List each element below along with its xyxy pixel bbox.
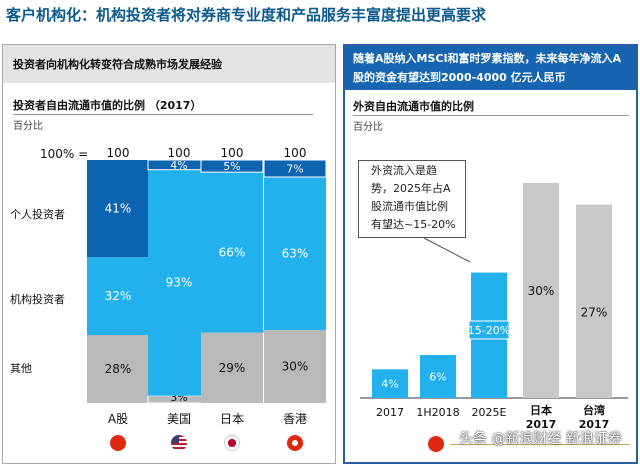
- data-label-taiwan-2017: 27%: [581, 306, 608, 320]
- bar-hongkong-segment-2: [263, 159, 327, 178]
- right-chart-title: 外资自由流通市值的比例: [353, 100, 474, 113]
- total-value-japan: 100: [221, 146, 244, 160]
- category-label-a-shares: A股: [108, 412, 128, 426]
- data-label-a-shares-0: 28%: [105, 362, 132, 376]
- data-label-2017: 4%: [381, 378, 398, 391]
- data-label-japan-0: 29%: [219, 361, 246, 375]
- callout-pointer: [423, 237, 471, 263]
- callout-box: [358, 160, 466, 238]
- data-label-usa-2: 4%: [170, 159, 187, 172]
- callout-line-1: 外资流入是趋: [371, 164, 437, 177]
- china-flag: [110, 435, 126, 451]
- bar-1h2018: [420, 355, 456, 398]
- data-label-2025e: 15-20%: [468, 324, 510, 337]
- bar-a-shares-segment-1: [87, 257, 149, 335]
- total-value-a-shares: 100: [107, 146, 130, 160]
- category-label-taiwan-2017-line1: 台湾: [583, 403, 605, 417]
- category-label-japan-2017-line1: 日本: [530, 403, 552, 417]
- data-label-1h2018: 6%: [429, 371, 446, 384]
- callout-line-3: 股流通市值比例: [371, 200, 448, 213]
- data-label-japan-1: 66%: [219, 245, 246, 259]
- data-label-a-shares-1: 32%: [105, 289, 132, 303]
- callout-line-2: 势，2025年占A: [371, 182, 451, 195]
- right-footer-line: [450, 444, 630, 445]
- data-label-hongkong-1: 63%: [282, 247, 309, 261]
- data-label-usa-1: 93%: [166, 276, 193, 290]
- total-label: 100% =: [40, 147, 89, 161]
- bar-japan-segment-2: [200, 159, 264, 173]
- data-label-japan-2017: 30%: [528, 284, 555, 298]
- bar-japan-segment-0: [201, 332, 263, 403]
- japan-flag: [224, 435, 240, 451]
- connector-line: [262, 329, 265, 333]
- usa-flag: [171, 435, 187, 451]
- page-title: 客户机构化：机构投资者将对券商专业度和产品服务丰富度提出更高要求: [6, 6, 487, 24]
- left-chart-title: 投资者自由流通市值的比例 （2017）: [13, 99, 202, 112]
- right-chart-title-underline: [353, 115, 629, 116]
- category-label-2017: 2017: [376, 406, 404, 419]
- category-label-1h2018: 1H2018: [416, 406, 459, 419]
- data-label-japan-2: 5%: [223, 160, 240, 173]
- bar-japan-segment-1: [201, 172, 263, 333]
- category-label-japan-2017-line2: 2017: [526, 418, 557, 431]
- left-chart-title-underline: [13, 114, 313, 115]
- category-label-hongkong: 香港: [283, 412, 307, 426]
- total-value-usa: 100: [168, 146, 191, 160]
- right-chart-unit: 百分比: [353, 122, 383, 133]
- row-label-other: 其他: [10, 362, 32, 375]
- usa-flag-canton: [171, 435, 179, 443]
- left-panel-header: 投资者向机构化转变符合成熟市场发展经验: [3, 45, 335, 83]
- bar-usa-segment-1: [148, 169, 210, 396]
- data-label-hongkong-0: 30%: [282, 360, 309, 374]
- callout-line-4: 有望达~15-20%: [371, 218, 456, 231]
- category-label-japan: 日本: [220, 412, 244, 426]
- category-label-usa: 美国: [167, 412, 191, 426]
- bar-a-shares-segment-0: [87, 334, 149, 403]
- row-label-institutional: 机构投资者: [10, 293, 65, 306]
- right-panel-header: 随着A股纳入MSCI和富时罗素指数，未来每年净流入A 股的资金有望达到2000-…: [345, 46, 636, 90]
- bar-taiwan-2017: [576, 204, 612, 398]
- watermark: 头条 @新浪财经 新浪证券: [459, 431, 622, 447]
- bar-2017: [372, 369, 408, 398]
- bar-a-shares-segment-2: [87, 160, 149, 258]
- row-label-individual: 个人投资者: [10, 208, 65, 221]
- data-label-a-shares-2: 41%: [105, 202, 132, 216]
- data-label-hongkong-2: 7%: [286, 163, 303, 176]
- total-value-hongkong: 100: [284, 146, 307, 160]
- bar-japan-2017: [523, 183, 559, 398]
- category-label-taiwan-2017-line2: 2017: [579, 418, 610, 431]
- category-label-2025e: 2025E: [472, 406, 507, 419]
- hongkong-flag: [287, 435, 303, 451]
- right-panel-header-text: 随着A股纳入MSCI和富时罗素指数，未来每年净流入A 股的资金有望达到2000-…: [353, 52, 622, 84]
- label-box-2025e: [468, 320, 510, 340]
- bar-hongkong-segment-0: [264, 330, 326, 403]
- left-panel-header-text: 投资者向机构化转变符合成熟市场发展经验: [13, 58, 222, 71]
- bar-hongkong-segment-1: [264, 177, 326, 331]
- left-chart-unit: 百分比: [13, 121, 43, 132]
- china-flag: [428, 436, 444, 452]
